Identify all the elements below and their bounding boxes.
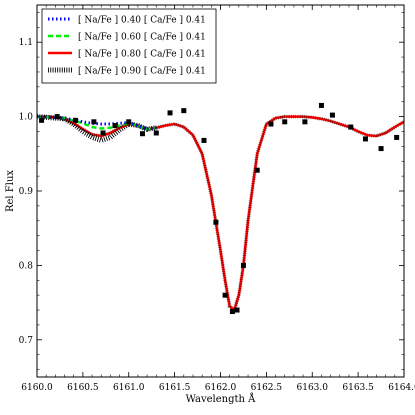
observed-point bbox=[282, 119, 288, 125]
legend-label-4: [ Na/Fe ] 0.90 [ Ca/Fe ] 0.41 bbox=[78, 67, 206, 77]
observed-point bbox=[126, 119, 132, 125]
legend-label-1: [ Na/Fe ] 0.40 [ Ca/Fe ] 0.41 bbox=[78, 16, 206, 26]
observed-point bbox=[240, 262, 246, 268]
observed-point bbox=[213, 219, 219, 225]
x-tick-label: 6160.5 bbox=[67, 383, 99, 393]
observed-point bbox=[229, 309, 235, 315]
y-tick-label: 0.7 bbox=[19, 336, 34, 346]
x-tick-label: 6163.0 bbox=[297, 383, 329, 393]
observed-point bbox=[329, 112, 335, 118]
x-tick-label: 6162.0 bbox=[205, 383, 237, 393]
observed-point bbox=[234, 307, 240, 313]
observed-point bbox=[54, 114, 60, 120]
observed-point bbox=[394, 134, 400, 140]
x-tick-label: 6161.5 bbox=[159, 383, 191, 393]
observed-point bbox=[91, 119, 97, 125]
observed-point bbox=[201, 137, 207, 143]
y-axis-label: Rel Flux bbox=[5, 170, 16, 212]
observed-point bbox=[222, 292, 228, 298]
x-tick-label: 6163.5 bbox=[342, 383, 374, 393]
observed-point bbox=[268, 121, 274, 127]
y-tick-label: 0.9 bbox=[19, 187, 34, 197]
observed-point bbox=[362, 136, 368, 142]
observed-point bbox=[167, 110, 173, 116]
legend: [ Na/Fe ] 0.40 [ Ca/Fe ] 0.41 [ Na/Fe ] 0… bbox=[41, 8, 217, 84]
x-tick-label: 6164.0 bbox=[388, 383, 415, 393]
observed-point bbox=[140, 131, 146, 137]
observed-point bbox=[153, 130, 159, 136]
observed-point bbox=[378, 146, 384, 152]
y-tick-label: 0.8 bbox=[19, 261, 34, 271]
observed-point bbox=[254, 167, 260, 173]
observed-point bbox=[348, 124, 354, 130]
observed-point bbox=[181, 108, 187, 114]
observed-point bbox=[73, 117, 79, 123]
y-tick-label: 1.1 bbox=[19, 38, 33, 48]
y-tick-label: 1.0 bbox=[19, 113, 34, 123]
x-tick-label: 6160.0 bbox=[21, 383, 53, 393]
observed-point bbox=[302, 119, 308, 125]
observed-point bbox=[39, 117, 45, 123]
legend-label-2: [ Na/Fe ] 0.60 [ Ca/Fe ] 0.41 bbox=[78, 33, 206, 43]
legend-label-3: [ Na/Fe ] 0.80 [ Ca/Fe ] 0.41 bbox=[78, 50, 206, 60]
x-tick-label: 6161.0 bbox=[113, 383, 145, 393]
observed-point bbox=[112, 123, 118, 129]
observed-point bbox=[100, 130, 106, 136]
observed-point bbox=[318, 102, 324, 108]
x-axis-label: Wavelength Å bbox=[186, 393, 257, 405]
x-tick-label: 6162.5 bbox=[251, 383, 283, 393]
